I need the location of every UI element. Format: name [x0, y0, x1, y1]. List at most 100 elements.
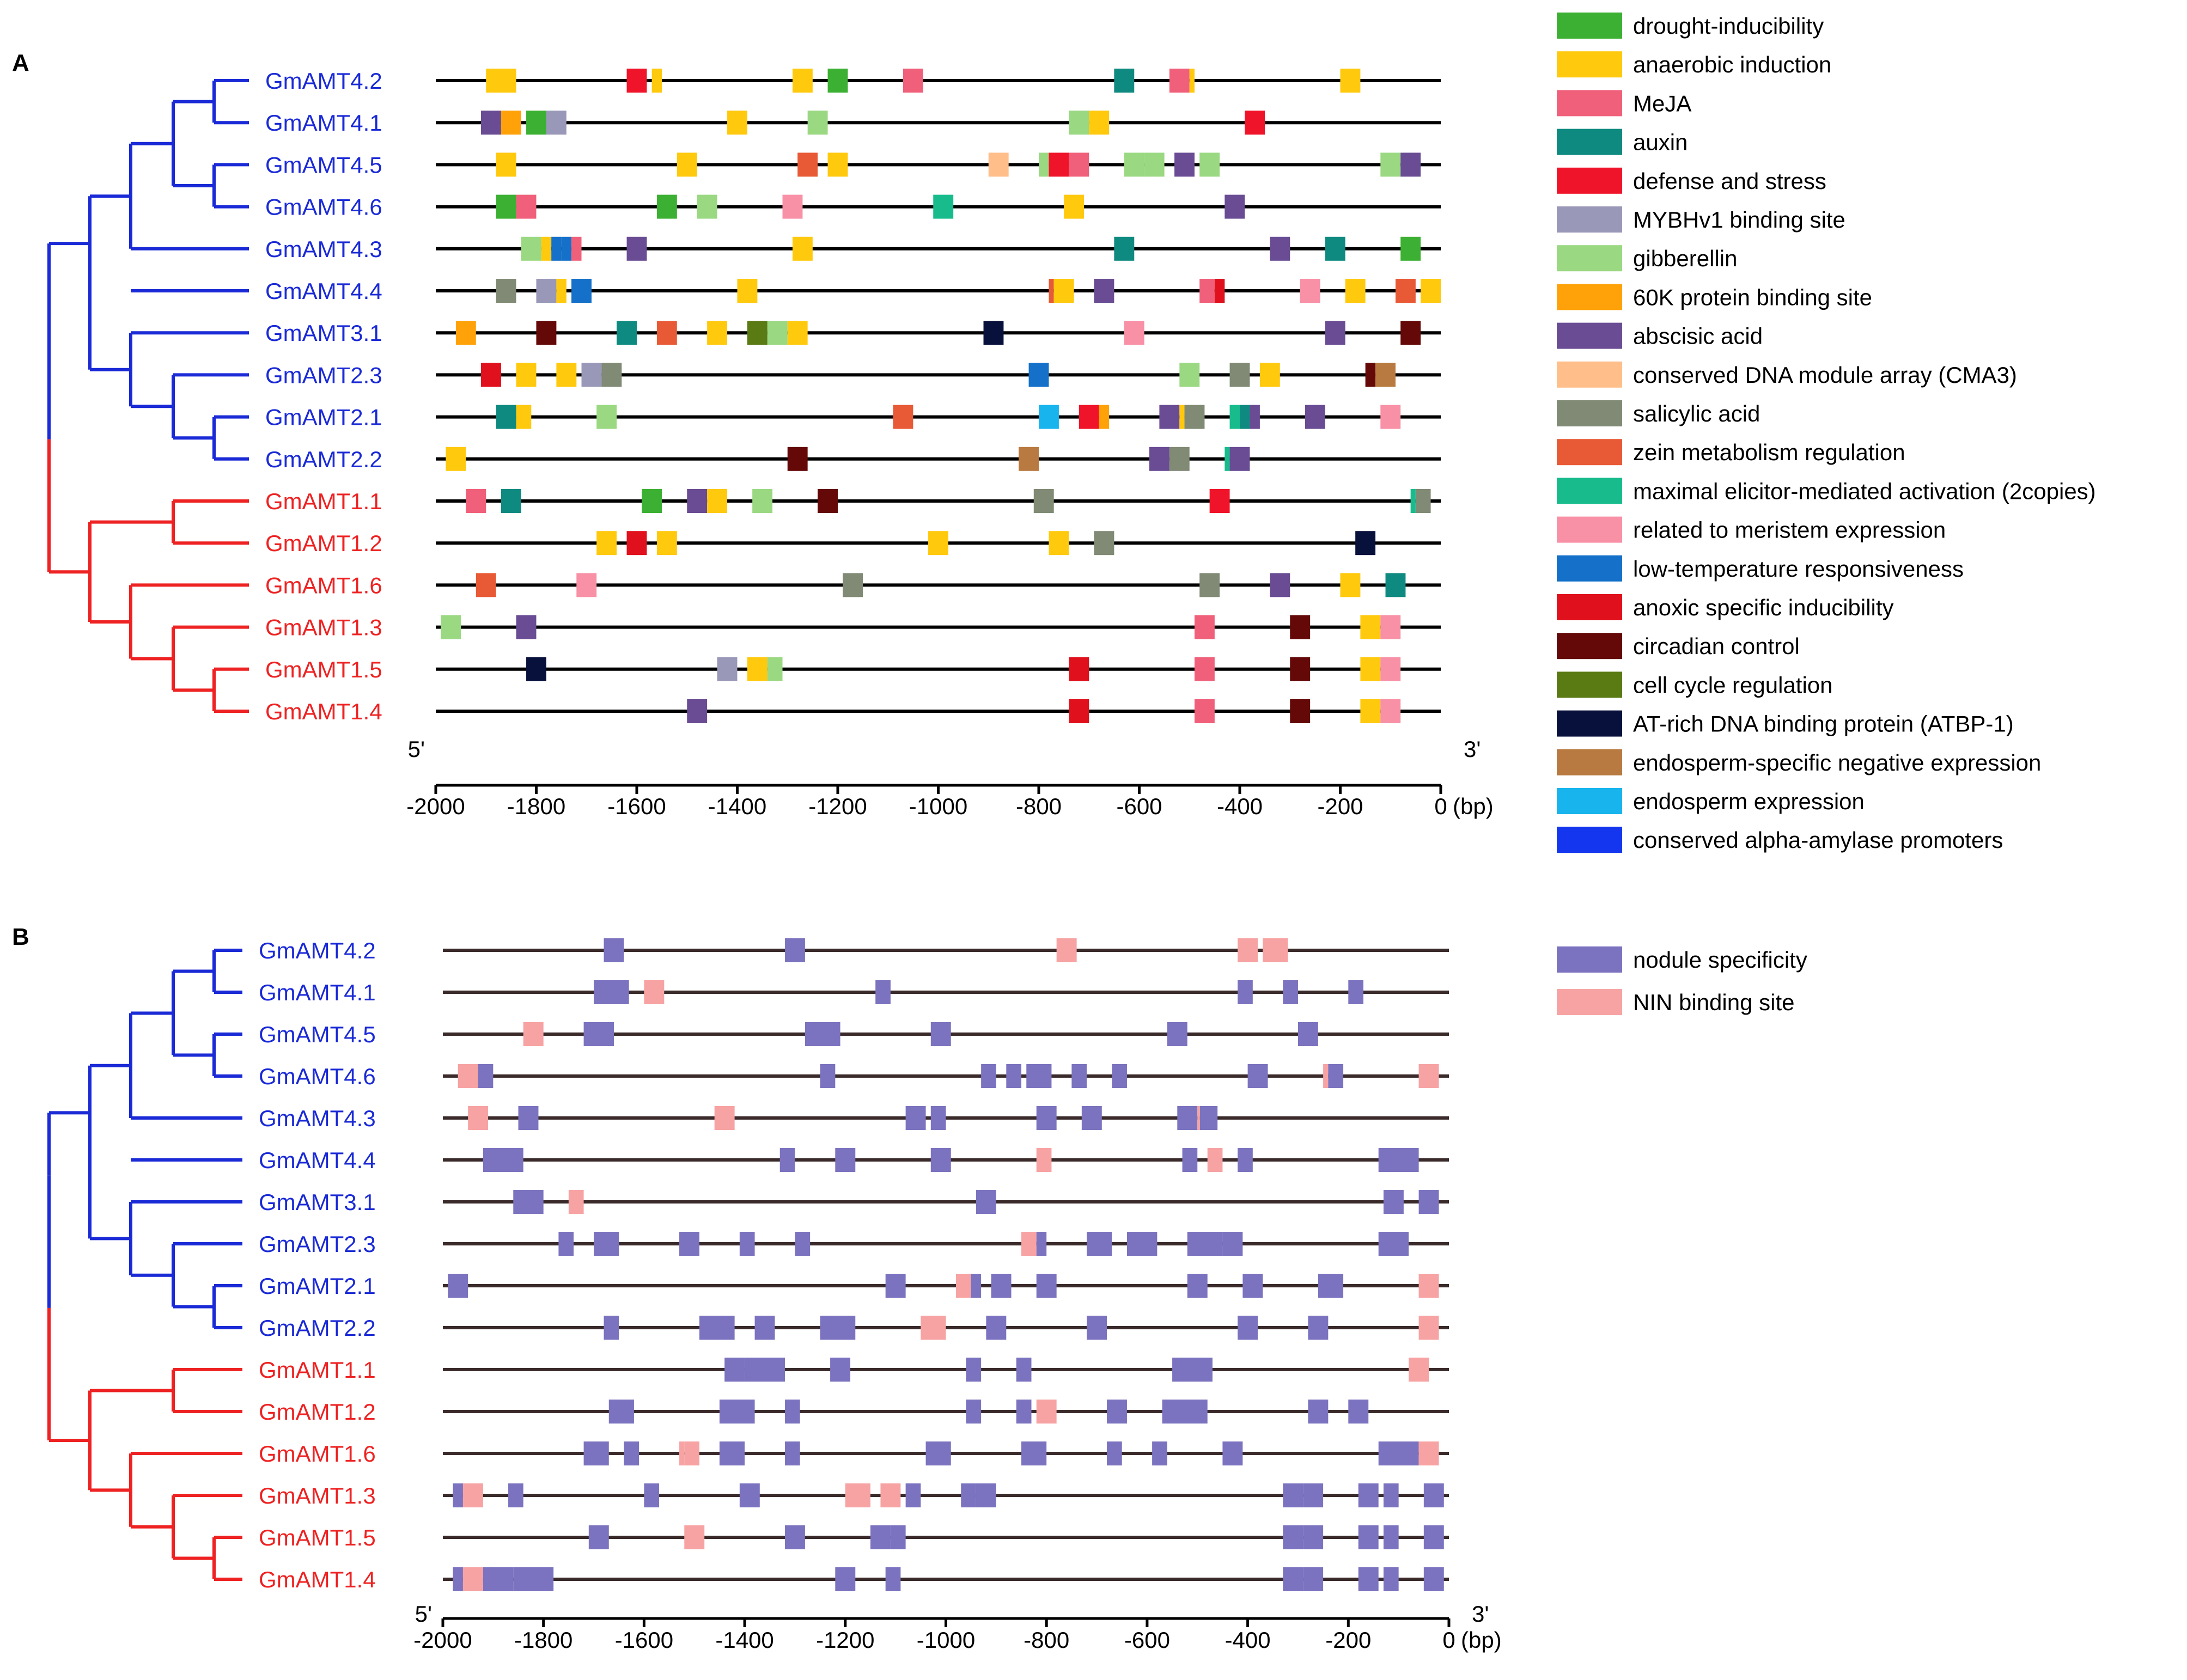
legend-label: MeJA [1633, 90, 1691, 116]
element-box [1263, 938, 1288, 962]
legend-swatch [1557, 245, 1622, 272]
element-box [843, 573, 863, 597]
legend-label: NIN binding site [1633, 989, 1794, 1015]
element-box [820, 1316, 856, 1340]
element-box [1410, 489, 1416, 513]
element-box [890, 1525, 906, 1549]
element-box [604, 1316, 619, 1340]
element-box [1409, 1358, 1429, 1382]
gene-label: GmAMT2.2 [265, 447, 382, 472]
element-box [747, 321, 767, 345]
legend-swatch [1557, 400, 1622, 426]
element-box [1049, 152, 1069, 177]
legend-swatch [1557, 671, 1622, 698]
element-box [513, 1567, 554, 1591]
legend-swatch [1557, 710, 1622, 737]
element-box [1303, 1567, 1324, 1591]
element-box [1019, 447, 1039, 471]
element-box [880, 1483, 901, 1507]
element-box [1290, 615, 1311, 639]
element-box [626, 236, 647, 261]
element-box [961, 1483, 976, 1507]
element-box [1240, 405, 1250, 429]
element-box [496, 279, 516, 303]
legend-swatch [1557, 989, 1622, 1015]
element-box [1187, 1274, 1208, 1298]
gene-label: GmAMT1.2 [265, 530, 382, 556]
element-box [966, 1400, 982, 1424]
x-tick-label: -1800 [514, 1627, 572, 1653]
element-box [1149, 447, 1169, 471]
element-box [1167, 1022, 1187, 1046]
element-box [827, 69, 848, 93]
element-box [481, 111, 501, 135]
element-box [508, 1483, 523, 1507]
element-box [568, 1190, 584, 1214]
axis-unit: (bp) [1461, 1627, 1502, 1653]
legend-label: defense and stress [1633, 168, 1826, 194]
element-box [1107, 1441, 1122, 1465]
element-box [1378, 1441, 1419, 1465]
element-box [976, 1483, 996, 1507]
element-box [784, 938, 805, 962]
element-box [1259, 363, 1280, 387]
element-box [1169, 69, 1190, 93]
element-box [724, 1358, 745, 1382]
element-box [1348, 980, 1364, 1004]
element-box [1238, 1316, 1258, 1340]
element-box [930, 1106, 946, 1130]
element-box [594, 1232, 619, 1256]
element-box [1380, 657, 1401, 681]
element-box [1308, 1316, 1329, 1340]
label-3-prime: 3' [1464, 736, 1481, 762]
gene-label: GmAMT4.6 [259, 1064, 376, 1089]
element-box [558, 1232, 574, 1256]
element-box [462, 1483, 483, 1507]
element-box [1365, 363, 1376, 387]
element-box [556, 363, 577, 387]
element-box [1159, 405, 1180, 429]
legend-label: salicylic acid [1633, 401, 1760, 426]
element-box [752, 489, 773, 513]
element-box [1270, 236, 1290, 261]
element-box [677, 152, 697, 177]
element-box [1094, 279, 1114, 303]
element-box [754, 1316, 775, 1340]
legend-swatch [1557, 51, 1622, 78]
element-box [1305, 405, 1325, 429]
element-box [1360, 657, 1381, 681]
element-box [1214, 279, 1225, 303]
legend-swatch [1557, 788, 1622, 814]
element-box [571, 279, 592, 303]
label-5-prime: 5' [415, 1601, 432, 1627]
element-box [546, 111, 566, 135]
element-box [739, 1232, 755, 1256]
element-box [1016, 1400, 1032, 1424]
element-box [466, 489, 486, 513]
element-box [1318, 1274, 1344, 1298]
element-box [1162, 1400, 1208, 1424]
element-box [1182, 1148, 1198, 1172]
gene-label: GmAMT1.6 [259, 1441, 376, 1467]
element-box [1039, 152, 1049, 177]
x-tick-label: -1400 [715, 1627, 773, 1653]
gene-label: GmAMT1.5 [265, 657, 382, 682]
element-box [576, 573, 597, 597]
axis-unit: (bp) [1453, 793, 1494, 819]
element-box [596, 531, 617, 555]
element-box [1395, 279, 1416, 303]
element-box [1421, 279, 1441, 303]
element-box [1250, 405, 1260, 429]
element-box [541, 236, 552, 261]
element-box [1418, 1441, 1439, 1465]
element-box [1021, 1232, 1037, 1256]
element-box [1378, 1148, 1419, 1172]
element-box [714, 1106, 735, 1130]
element-box [453, 1483, 463, 1507]
x-tick-label: -800 [1024, 1627, 1069, 1653]
element-box [1400, 236, 1421, 261]
element-box [1207, 1148, 1223, 1172]
element-box [583, 1022, 614, 1046]
element-box [903, 69, 923, 93]
x-tick-label: -2000 [413, 1627, 472, 1653]
